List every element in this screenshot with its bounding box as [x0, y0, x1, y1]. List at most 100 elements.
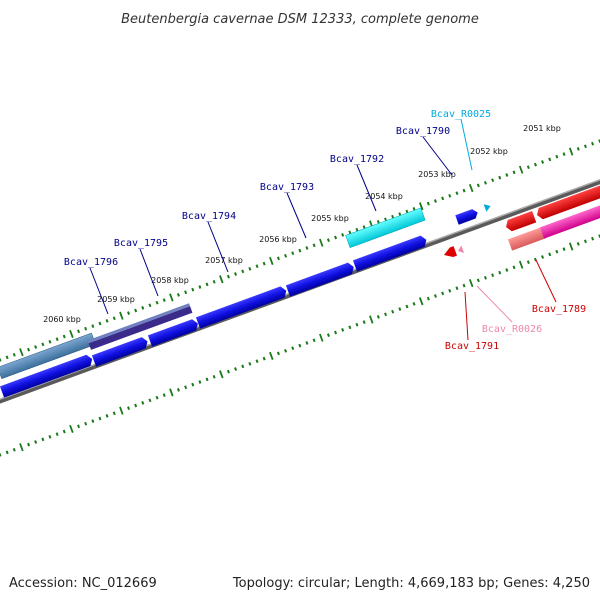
feature-bcav-1792-fwd[interactable] — [352, 234, 428, 272]
minor-tick — [341, 328, 345, 332]
minor-tick — [305, 341, 309, 345]
minor-tick — [234, 367, 238, 371]
minor-tick — [505, 268, 509, 272]
minor-tick — [412, 207, 416, 211]
feature-bcav-1789[interactable] — [535, 181, 600, 221]
minor-tick — [476, 183, 480, 188]
minor-tick — [127, 311, 131, 315]
gene-label-bcav-1791[interactable]: Bcav_1791 — [445, 341, 499, 352]
minor-tick — [134, 308, 138, 313]
gene-label-bcav-1795[interactable]: Bcav_1795 — [114, 238, 168, 249]
minor-tick — [48, 339, 52, 344]
minor-tick — [212, 374, 216, 379]
gene-label-bcav-1796[interactable]: Bcav_1796 — [64, 257, 118, 268]
minor-tick — [276, 256, 280, 261]
minor-tick — [555, 249, 559, 254]
gene-label-bcav-1793[interactable]: Bcav_1793 — [260, 182, 314, 193]
minor-tick — [391, 309, 395, 314]
feature-bcav-1791[interactable] — [442, 246, 457, 260]
minor-tick — [0, 358, 2, 362]
feature-bcav-1794-fwd[interactable] — [147, 318, 200, 347]
minor-tick — [462, 188, 466, 193]
feature-bcav-1793-fwd[interactable] — [195, 285, 288, 329]
gene-label-bcav-1790[interactable]: Bcav_1790 — [396, 126, 450, 137]
feature-bcav-r0026[interactable] — [457, 245, 465, 255]
tick-tracks — [0, 139, 600, 457]
major-tick — [518, 260, 524, 269]
minor-tick — [526, 165, 530, 170]
minor-tick — [248, 266, 252, 271]
minor-tick — [362, 320, 366, 324]
minor-tick — [5, 450, 9, 455]
feature-bcav-1792[interactable] — [345, 207, 426, 248]
minor-tick — [55, 337, 59, 342]
major-tick — [169, 388, 174, 397]
major-tick — [568, 147, 574, 156]
minor-tick — [334, 330, 338, 335]
feature-bcav-r0025[interactable] — [483, 202, 492, 212]
feature-bcav-1793b-fwd[interactable] — [285, 261, 356, 297]
feature-bcav-1789-pink[interactable] — [507, 226, 546, 251]
major-tick — [468, 183, 474, 193]
minor-tick — [184, 290, 188, 295]
minor-tick — [84, 326, 88, 331]
minor-tick — [291, 251, 295, 256]
minor-tick — [491, 273, 495, 278]
gene-label-bcav-r0026[interactable]: Bcav_R0026 — [482, 324, 542, 335]
minor-tick — [162, 298, 166, 302]
gene-label-bcav-1794[interactable]: Bcav_1794 — [182, 211, 236, 222]
major-tick — [69, 329, 74, 339]
minor-tick — [34, 440, 38, 444]
minor-tick — [491, 178, 495, 183]
feature-bcav-1796-fwd[interactable] — [0, 353, 94, 398]
minor-tick — [112, 411, 116, 416]
gene-label-bcav-1792[interactable]: Bcav_1792 — [330, 154, 384, 165]
minor-tick — [112, 316, 116, 321]
kbp-label: 2056 kbp — [259, 235, 297, 244]
minor-tick — [91, 419, 95, 423]
minor-tick — [155, 300, 159, 305]
gene-label-bcav-r0025[interactable]: Bcav_R0025 — [431, 109, 491, 120]
minor-tick — [12, 352, 16, 357]
minor-tick — [326, 238, 330, 242]
minor-tick — [455, 191, 459, 196]
minor-tick — [591, 141, 595, 146]
minor-tick — [341, 233, 345, 237]
minor-tick — [362, 225, 366, 229]
gene-label-bcav-1789[interactable]: Bcav_1789 — [532, 304, 586, 315]
minor-tick — [284, 348, 288, 353]
minor-tick — [483, 180, 487, 185]
minor-tick — [226, 369, 230, 374]
feature-bcav-1795[interactable] — [87, 303, 193, 350]
minor-tick — [162, 393, 166, 397]
minor-tick — [441, 196, 445, 201]
minor-tick — [426, 296, 430, 301]
major-tick — [518, 165, 524, 174]
minor-tick — [305, 246, 309, 250]
minor-tick — [334, 235, 338, 240]
major-tick — [269, 256, 274, 266]
minor-tick — [276, 351, 280, 356]
minor-tick — [512, 265, 516, 270]
minor-tick — [448, 193, 452, 198]
kbp-label: 2052 kbp — [470, 147, 508, 156]
minor-tick — [384, 217, 388, 222]
minor-tick — [198, 285, 202, 289]
minor-tick — [505, 173, 509, 177]
feature-bcav-1795-fwd[interactable] — [91, 336, 150, 367]
minor-tick — [562, 152, 566, 156]
feature-bcav-1789a[interactable] — [504, 211, 537, 233]
feature-bcav-1789-magenta[interactable] — [539, 203, 600, 239]
minor-tick — [241, 364, 245, 369]
minor-tick — [205, 282, 209, 287]
minor-tick — [198, 380, 202, 384]
minor-tick — [541, 255, 545, 259]
major-tick — [418, 202, 424, 211]
minor-tick — [27, 442, 31, 447]
major-tick — [119, 406, 124, 415]
minor-tick — [298, 343, 302, 348]
minor-tick — [255, 359, 259, 364]
feature-bcav-1790[interactable] — [455, 208, 479, 225]
minor-tick — [548, 252, 552, 257]
major-tick — [468, 278, 474, 288]
